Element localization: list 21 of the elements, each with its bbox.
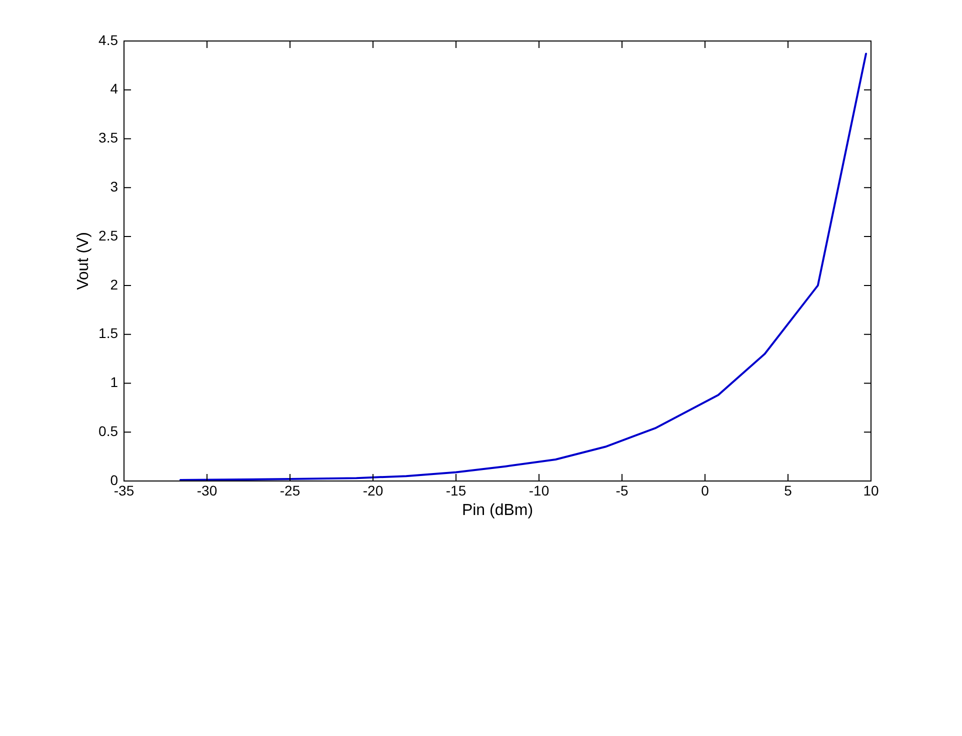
y-tick-label: 3.5 — [98, 130, 118, 146]
y-tick-label: 1 — [110, 374, 118, 390]
x-tick-label: -5 — [616, 482, 628, 498]
y-tick-label: 4 — [110, 80, 118, 97]
x-tick-label: -20 — [362, 482, 384, 498]
x-tick-label: -25 — [280, 482, 300, 498]
x-tick-label: 0 — [701, 482, 710, 498]
x-tick-label: -15 — [446, 482, 466, 498]
y-tick-label: 1.5 — [98, 325, 118, 342]
x-axis-title: Pin (dBm) — [462, 502, 534, 519]
x-tick-label: 5 — [784, 482, 792, 498]
y-tick-label: 2.5 — [98, 227, 118, 244]
y-tick-label: 3 — [110, 178, 118, 195]
y-tick-label: 2 — [110, 276, 118, 292]
y-tick-label: 4.5 — [98, 32, 118, 48]
y-tick-label: 0.5 — [98, 422, 118, 439]
y-axis-title: Vout (V) — [75, 232, 92, 290]
x-tick-label: -10 — [528, 482, 550, 498]
y-tick-label: 0 — [110, 472, 118, 488]
x-tick-label: 10 — [863, 482, 879, 498]
x-tick-label: -30 — [196, 482, 218, 498]
